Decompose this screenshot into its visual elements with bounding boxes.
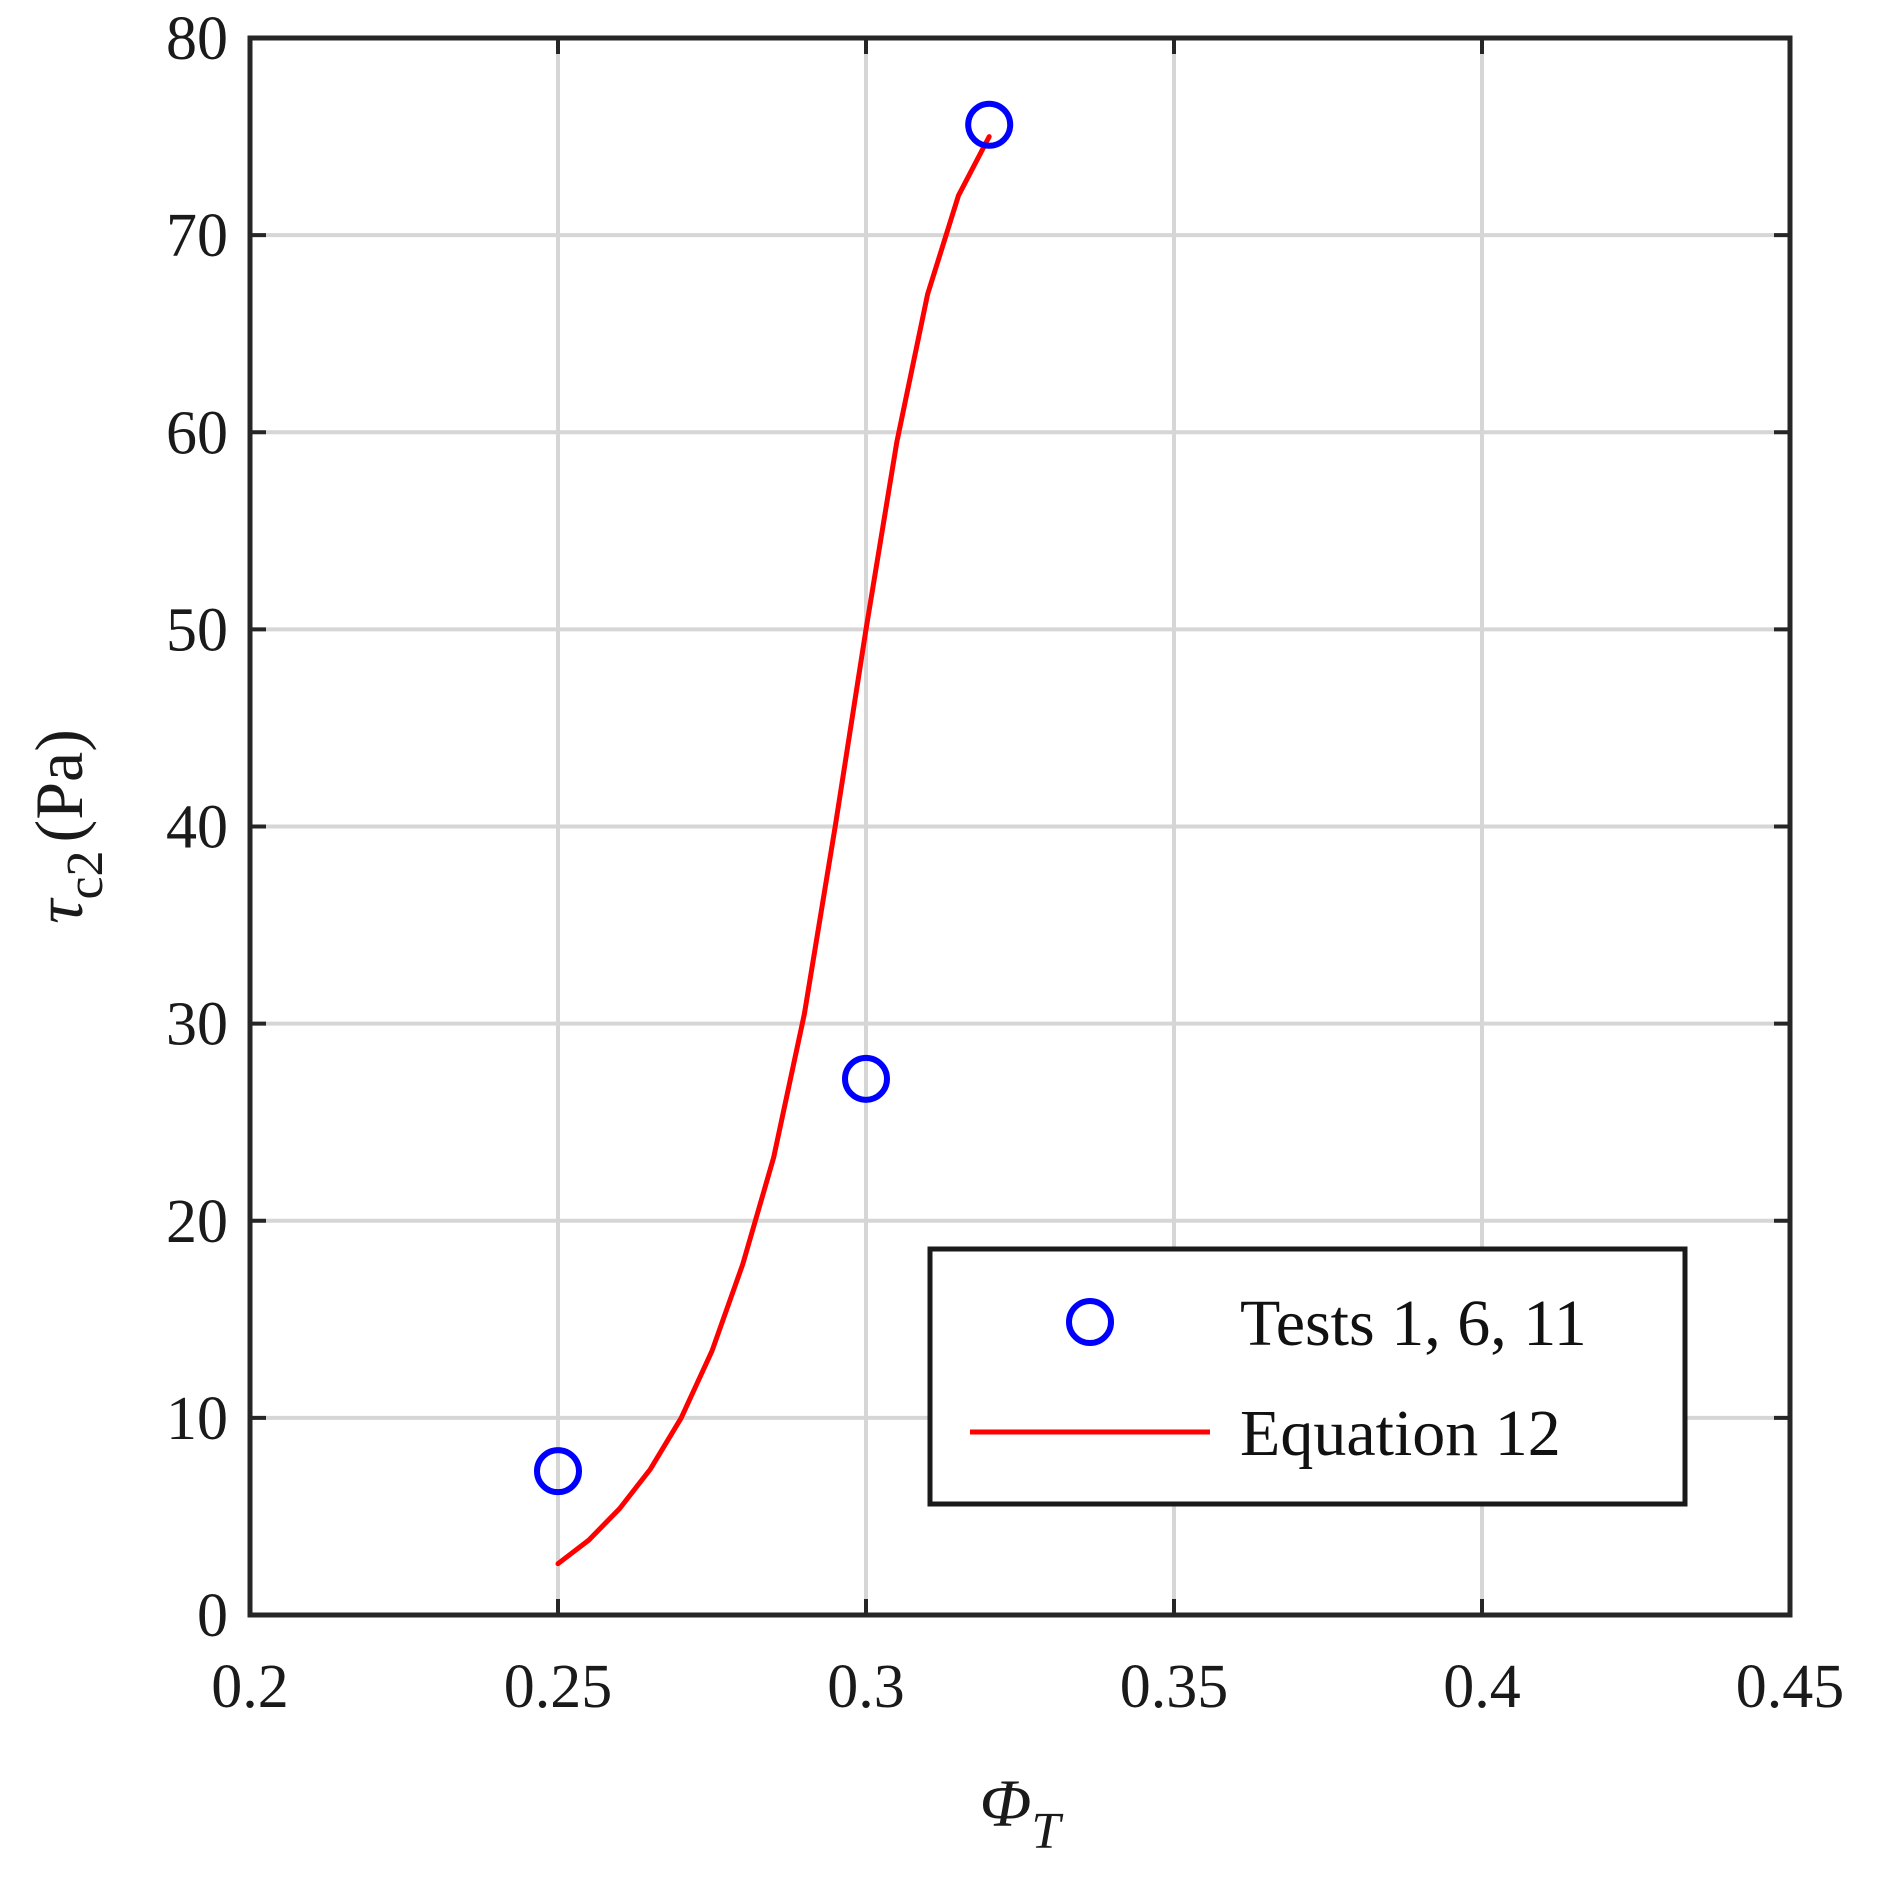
y-tick-label: 40 — [166, 794, 228, 862]
equation-12-curve — [555, 134, 992, 1567]
y-tick-labels: 0 10 20 30 40 50 60 70 80 — [166, 5, 228, 1650]
x-tick-label: 0.2 — [211, 1653, 289, 1721]
x-axis-title-symbol: Φ — [980, 1765, 1032, 1841]
x-tick-labels: 0.2 0.25 0.3 0.35 0.4 0.45 — [211, 1653, 1844, 1721]
y-tick-label: 50 — [166, 596, 228, 664]
y-tick-label: 30 — [166, 991, 228, 1059]
y-tick-label: 80 — [166, 5, 228, 73]
legend-label-equation: Equation 12 — [1240, 1397, 1561, 1470]
data-point-marker — [965, 100, 1014, 149]
y-tick-label: 20 — [166, 1188, 228, 1256]
x-axis-title: ΦT — [980, 1765, 1064, 1860]
legend-box — [927, 1246, 1688, 1507]
data-point-marker — [842, 1054, 890, 1103]
series-test-markers — [534, 100, 1014, 1496]
y-tick-label: 60 — [166, 399, 228, 467]
legend-label-tests: Tests 1, 6, 11 — [1240, 1287, 1587, 1360]
x-tick-label: 0.45 — [1736, 1653, 1845, 1721]
y-tick-label: 70 — [166, 202, 228, 270]
series-equation-line — [555, 134, 992, 1567]
axis-ticks — [248, 36, 1792, 1617]
x-tick-label: 0.3 — [827, 1653, 905, 1721]
legend-marker-icon — [1066, 1298, 1114, 1346]
x-tick-label: 0.35 — [1120, 1653, 1229, 1721]
y-axis-title-unit: (Pa) — [21, 729, 97, 842]
data-point-marker — [534, 1447, 582, 1496]
y-axis-title: τc2 (Pa) — [21, 729, 114, 924]
x-axis-title-subscript: T — [1031, 1803, 1063, 1860]
y-tick-label: 10 — [166, 1385, 228, 1453]
y-tick-label: 0 — [197, 1582, 228, 1650]
x-tick-label: 0.4 — [1443, 1653, 1521, 1721]
x-tick-label: 0.25 — [504, 1653, 613, 1721]
y-axis-title-subscript: c2 — [57, 850, 114, 899]
y-axis-title-symbol: τ — [21, 897, 97, 924]
legend: Tests 1, 6, 11 Equation 12 — [927, 1246, 1688, 1507]
